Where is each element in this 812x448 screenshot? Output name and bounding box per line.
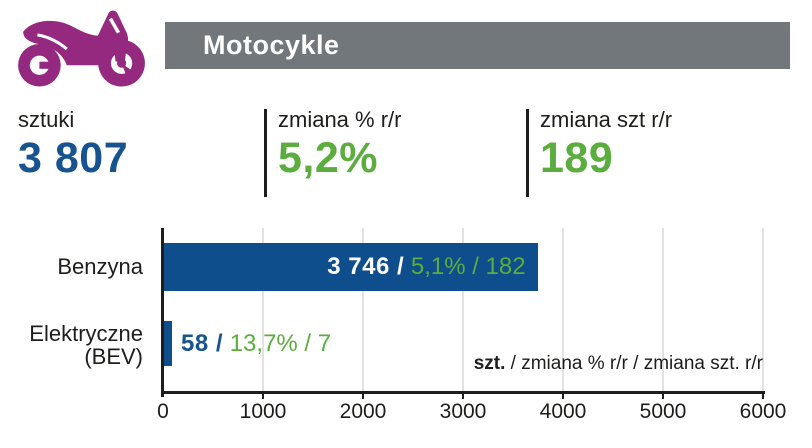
bar-units-value: 3 746 / (327, 253, 405, 280)
stat-label: zmiana % r/r (278, 107, 402, 132)
category-label-line: (BEV) (84, 344, 143, 369)
x-tick-label: 2000 (339, 400, 387, 423)
stat-divider (526, 109, 529, 197)
bar-changes-value: 13,7% / 7 (229, 330, 332, 357)
bar-elektryczne-bev (163, 321, 172, 366)
gridline-3000 (462, 228, 464, 391)
chart-legend-note: szt. / zmiana % r/r / zmiana szt. r/r (474, 353, 763, 375)
category-label-line: Benzyna (57, 254, 143, 279)
x-tick-label: 3000 (439, 400, 487, 423)
bar-chart-plot-area: 3 746 / 5,1% / 182 58 / 13,7% / 7 0 1000… (157, 228, 786, 423)
axis-tick (762, 394, 764, 399)
gridline-6000 (762, 228, 764, 391)
note-lead: szt. (473, 353, 506, 374)
axis-tick (262, 394, 264, 399)
x-tick-label: 0 (157, 400, 169, 423)
stat-label: sztuki (18, 107, 75, 132)
axis-tick (362, 394, 364, 399)
stat-value: 5,2% (278, 134, 379, 182)
gridline-4000 (562, 228, 564, 391)
bar-units-value: 58 / (181, 330, 224, 357)
motorcycle-icon (10, 4, 152, 90)
category-label-line: Elektryczne (29, 321, 143, 346)
axis-tick (662, 394, 664, 399)
stat-divider (264, 109, 267, 197)
motorcycle-icon-svg (18, 10, 145, 87)
x-tick-label: 1000 (239, 400, 287, 423)
x-tick-label: 5000 (639, 400, 687, 423)
bar-elektryczne-bev-label: 58 / 13,7% / 7 (181, 321, 331, 366)
x-tick-label: 4000 (539, 400, 587, 423)
y-axis-line (161, 228, 164, 397)
gridline-5000 (662, 228, 664, 391)
section-header: Motocykle (165, 22, 790, 69)
category-label-benzyna: Benzyna (0, 243, 143, 291)
page-title: Motocykle (203, 30, 340, 60)
stat-value: 3 807 (18, 134, 129, 182)
axis-tick (562, 394, 564, 399)
bar-benzyna-label: 3 746 / 5,1% / 182 (327, 243, 525, 291)
stat-value: 189 (540, 134, 614, 182)
x-tick-label: 6000 (739, 400, 787, 423)
gridline-2000 (362, 228, 364, 391)
category-label-elektryczne-bev: Elektryczne (BEV) (0, 322, 143, 368)
bar-changes-value: 5,1% / 182 (410, 253, 526, 280)
gridline-1000 (262, 228, 264, 391)
stat-sztuki: sztuki 3 807 (18, 107, 128, 181)
bar-benzyna: 3 746 / 5,1% / 182 (163, 243, 538, 291)
stat-zmiana-sztuk: zmiana szt r/r 189 (540, 107, 672, 181)
stat-zmiana-procent: zmiana % r/r 5,2% (278, 107, 401, 181)
stat-label: zmiana szt r/r (540, 107, 673, 132)
axis-tick (462, 394, 464, 399)
note-rest: / zmiana % r/r / zmiana szt. r/r (505, 353, 763, 374)
x-axis-line (161, 391, 765, 394)
